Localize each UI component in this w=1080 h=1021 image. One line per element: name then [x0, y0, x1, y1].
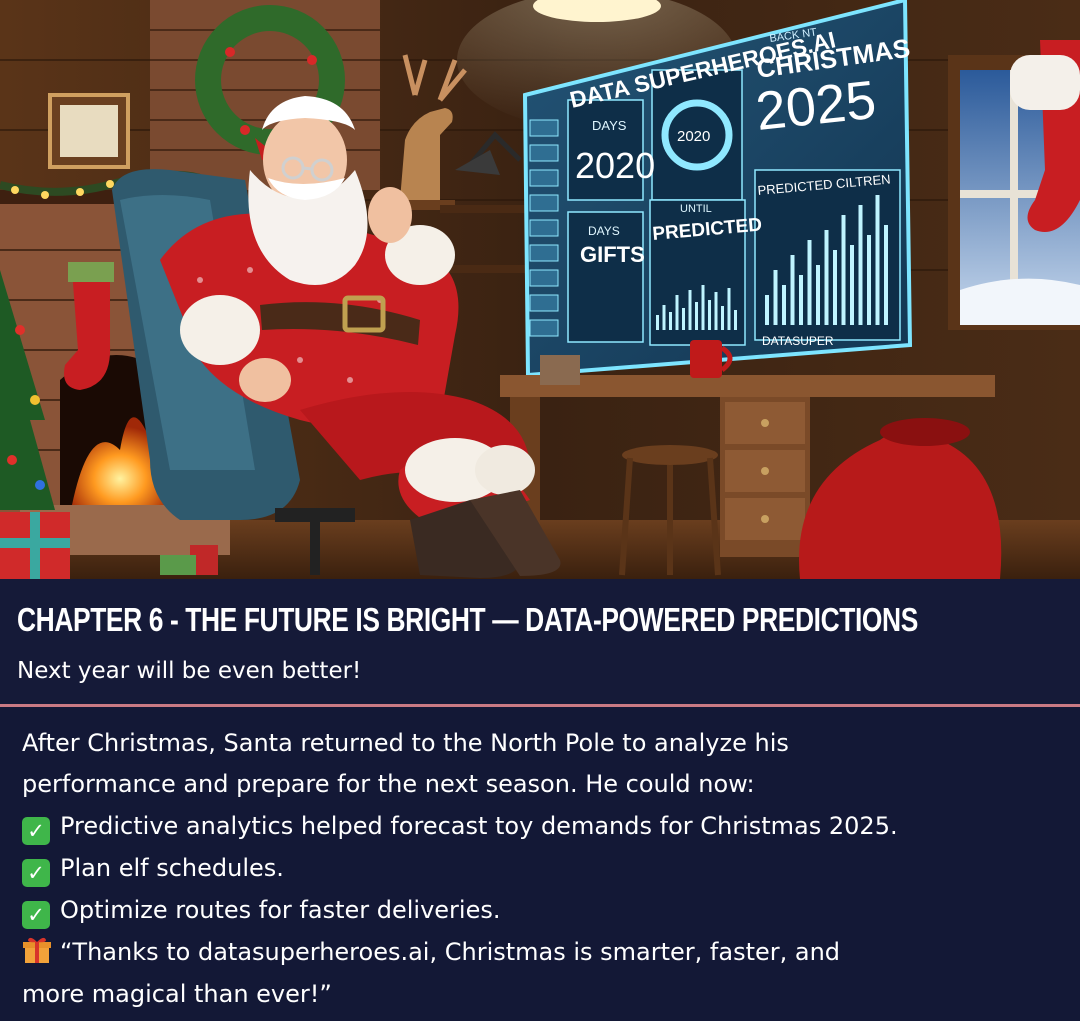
screen-bar: [782, 285, 786, 325]
screen-spark-bar: [656, 315, 659, 330]
bullet-item: ✓ Predictive analytics helped forecast to…: [22, 805, 1062, 847]
chapter-subtitle: Next year will be even better!: [17, 658, 362, 684]
screen-bar: [867, 235, 871, 325]
screen-spark-bar: [734, 310, 737, 330]
data-dashboard-screen: DATA SUPERHEROES.AI BACK NT CHRISTMAS 20…: [522, 0, 913, 378]
check-mark-icon: ✓: [22, 901, 50, 929]
screen-gifts-days: DAYS: [588, 224, 620, 238]
screen-days-value: 2020: [575, 145, 655, 186]
screen-bar: [833, 250, 837, 325]
check-mark-icon: ✓: [22, 859, 50, 887]
wooden-stool: [619, 445, 721, 576]
story-body: After Christmas, Santa returned to the N…: [0, 707, 1080, 1021]
fire-flames: [72, 417, 168, 505]
pencil-cup: [540, 355, 580, 385]
screen-bar: [816, 265, 820, 325]
santa-illustration: DATA SUPERHEROES.AI BACK NT CHRISTMAS 20…: [0, 0, 1080, 579]
screen-days-label: DAYS: [592, 118, 627, 133]
screen-footer: DATASUPER: [762, 334, 834, 348]
wooden-desk: [500, 375, 995, 557]
screen-spark-bar: [708, 300, 711, 330]
screen-spark-bar: [688, 290, 692, 330]
screen-ring-chart: [661, 99, 733, 171]
reindeer-figurine: [395, 54, 467, 210]
screen-bar-chart: [765, 195, 888, 325]
screen-gifts-label: GIFTS: [580, 242, 645, 267]
chapter-title: CHAPTER 6 - THE FUTURE IS BRIGHT — DATA-…: [17, 601, 918, 638]
screen-bar: [799, 275, 803, 325]
screen-bar: [850, 245, 854, 325]
screen-bar: [773, 270, 778, 325]
quote-text: “Thanks to datasuperheroes.ai, Christmas…: [60, 938, 841, 966]
screen-spark-bar: [662, 305, 666, 330]
screen-year: 2025: [753, 70, 879, 142]
screen-spark-bar: [721, 306, 724, 330]
santa-claus: [160, 96, 561, 578]
chapter-header: CHAPTER 6 - THE FUTURE IS BRIGHT — DATA-…: [0, 579, 1080, 706]
bullet-text: Predictive analytics helped forecast toy…: [60, 812, 898, 840]
story-intro-line-1: After Christmas, Santa returned to the N…: [22, 729, 789, 757]
screen-bar: [841, 215, 846, 325]
quote-line-1: “Thanks to datasuperheroes.ai, Christmas…: [22, 931, 1062, 978]
christmas-tree: [0, 270, 55, 510]
screen-bar: [790, 255, 795, 325]
screen-bar: [858, 205, 863, 325]
screen-bar: [875, 195, 880, 325]
red-mug: [690, 340, 722, 378]
screen-spark-chart: [656, 285, 737, 330]
bullet-text: Plan elf schedules.: [60, 854, 284, 882]
screen-spark-bar: [695, 302, 698, 330]
screen-bar: [824, 230, 829, 325]
screen-spark-bar: [675, 295, 679, 330]
quote-line-2: more magical than ever!”: [22, 980, 332, 1008]
gift-boxes: [0, 512, 218, 579]
gift-icon: [22, 935, 52, 978]
screen-bar: [884, 225, 888, 325]
screen-bar: [807, 240, 812, 325]
bullet-text: Optimize routes for faster deliveries.: [60, 896, 501, 924]
screen-spark-bar: [701, 285, 705, 330]
desk-lamp: [468, 131, 522, 167]
screen-until-label: UNTIL: [680, 203, 712, 215]
gift-sack: [799, 432, 1002, 579]
stocking-left: [64, 270, 111, 390]
screen-ring-value: 2020: [677, 128, 710, 145]
screen-bar: [765, 295, 769, 325]
section-divider: [0, 704, 1080, 707]
check-mark-icon: ✓: [22, 817, 50, 845]
screen-spark-bar: [727, 288, 731, 330]
bullet-item: ✓ Plan elf schedules.: [22, 847, 1062, 889]
screen-spark-bar: [714, 292, 718, 330]
bullet-item: ✓ Optimize routes for faster deliveries.: [22, 889, 1062, 931]
screen-spark-bar: [669, 312, 672, 330]
screen-spark-bar: [682, 308, 685, 330]
shelf: [440, 205, 530, 213]
story-intro-line-2: performance and prepare for the next sea…: [22, 770, 755, 798]
